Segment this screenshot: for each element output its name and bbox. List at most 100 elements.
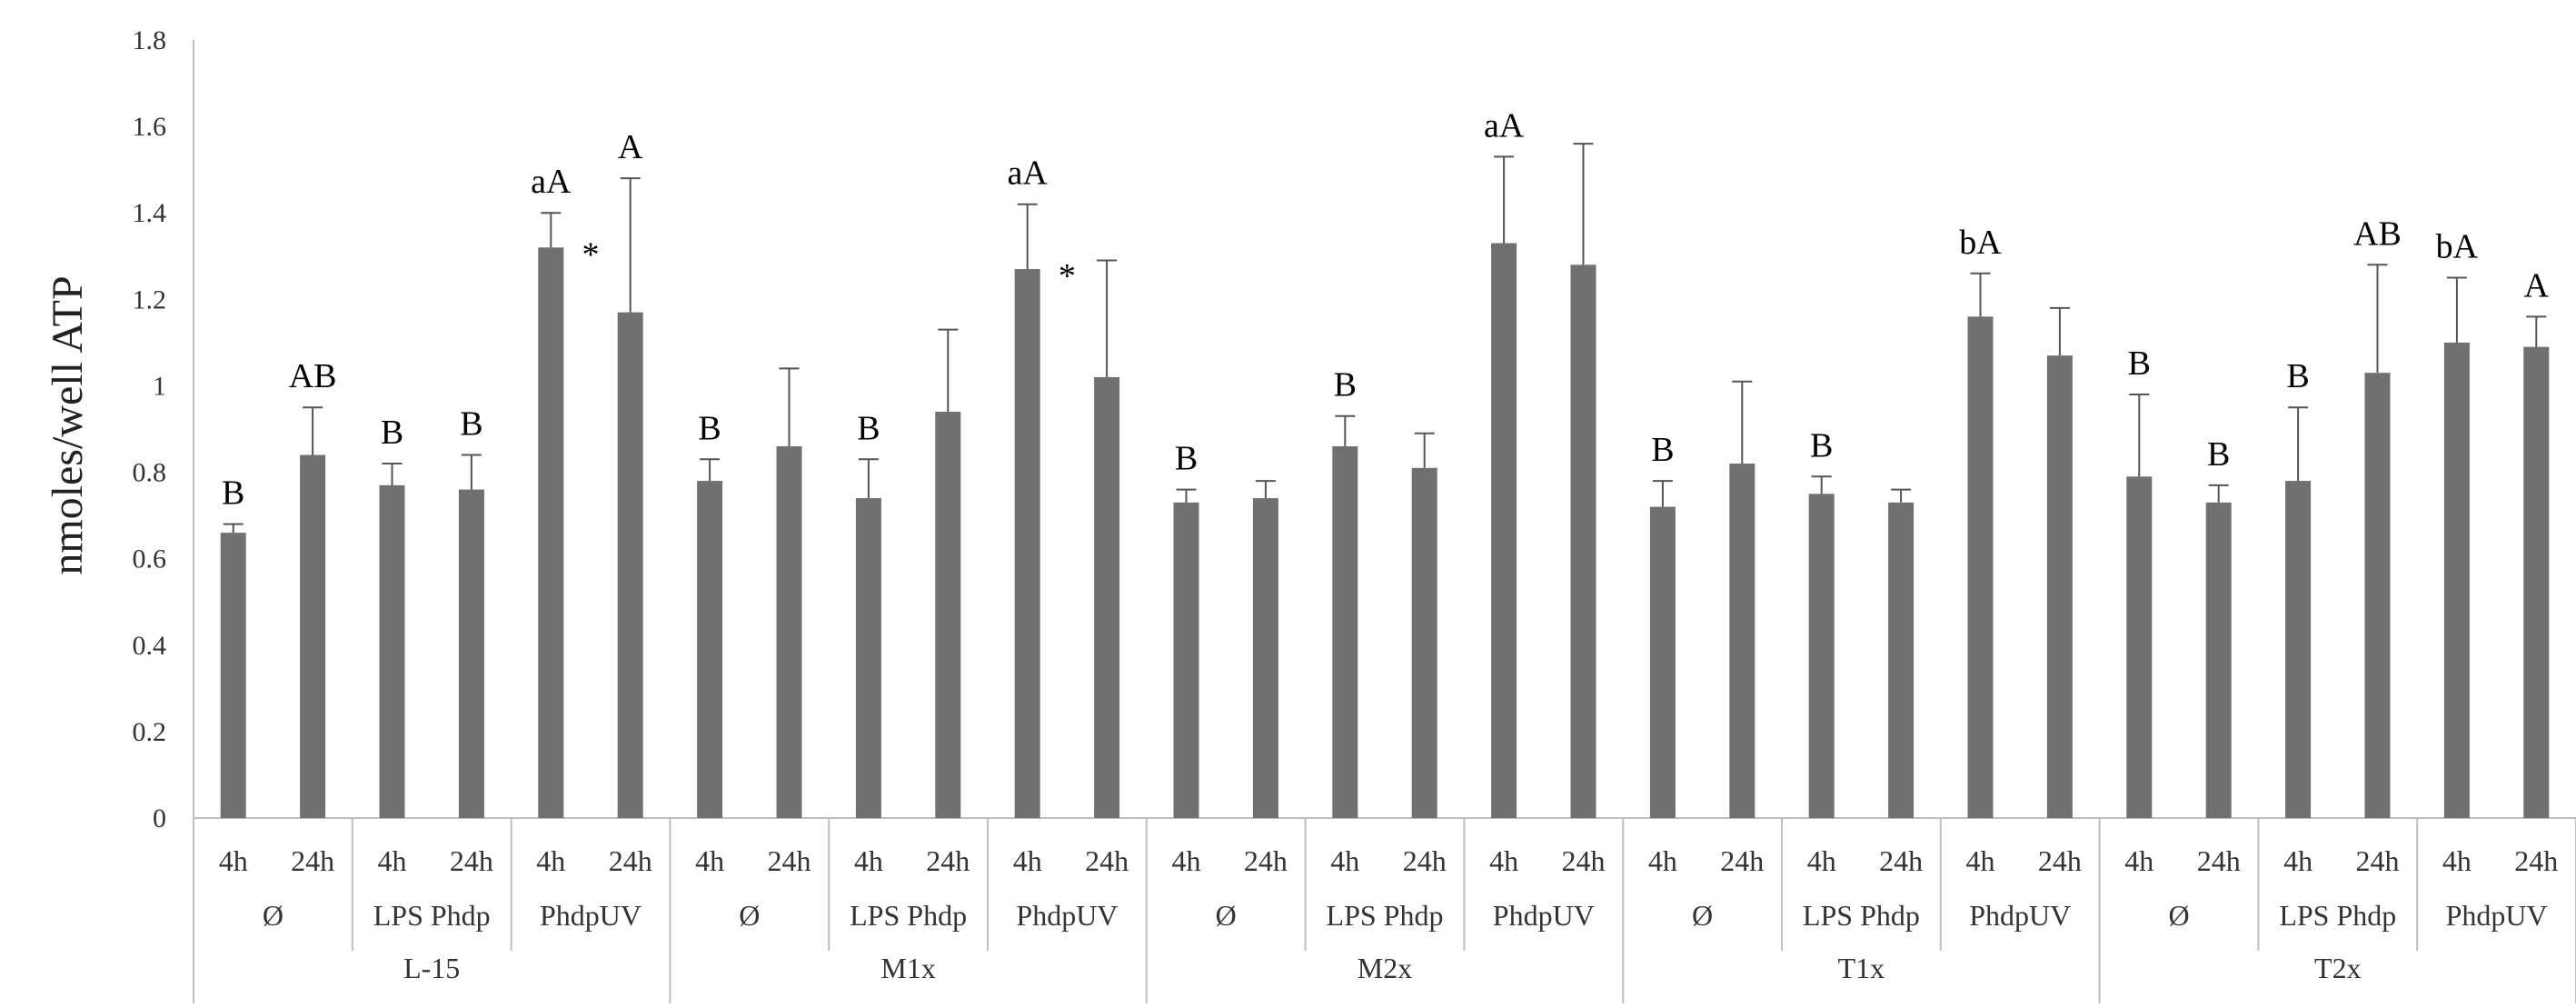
x-tick-time-label: 4h xyxy=(2442,844,2472,877)
bar xyxy=(1173,502,1199,818)
bar xyxy=(2205,502,2232,818)
bar xyxy=(697,481,723,818)
significance-label: B xyxy=(2286,357,2309,395)
bar xyxy=(2523,346,2550,819)
labels-layer: 00.20.40.60.811.21.41.61.8B4hAB24hB4hB24… xyxy=(133,25,2559,984)
bar xyxy=(220,533,246,818)
x-tick-time-label: 24h xyxy=(1085,844,1129,877)
x-tick-treatment-label: LPS Phdp xyxy=(2279,899,2396,932)
bar xyxy=(1332,446,1358,818)
significance-label: aA xyxy=(1484,106,1525,145)
x-tick-treatment-label: PhdpUV xyxy=(2446,899,2548,932)
y-tick-label: 0.6 xyxy=(133,544,167,574)
star-marker: * xyxy=(1059,257,1076,295)
x-tick-time-label: 24h xyxy=(1879,844,1923,877)
bar xyxy=(1649,506,1676,818)
x-tick-time-label: 24h xyxy=(2038,844,2082,877)
significance-label: AB xyxy=(289,357,337,395)
bar xyxy=(379,484,405,818)
x-tick-treatment-label: Ø xyxy=(1216,899,1237,932)
x-tick-treatment-label: PhdpUV xyxy=(540,899,642,932)
axes-layer xyxy=(193,40,2576,1003)
bar xyxy=(1808,494,1835,818)
x-tick-treatment-label: PhdpUV xyxy=(1969,899,2071,932)
x-tick-time-label: 24h xyxy=(768,844,811,877)
bar xyxy=(776,446,802,818)
x-tick-group-label: L-15 xyxy=(403,952,460,984)
y-tick-label: 1.4 xyxy=(133,198,167,228)
y-tick-label: 1.6 xyxy=(133,112,167,142)
significance-label: B xyxy=(2207,435,2230,474)
x-tick-treatment-label: PhdpUV xyxy=(1493,899,1595,932)
x-tick-time-label: 24h xyxy=(1720,844,1764,877)
bar xyxy=(855,498,881,818)
significance-label: B xyxy=(1810,426,1833,464)
x-tick-time-label: 4h xyxy=(1648,844,1677,877)
x-tick-time-label: 24h xyxy=(609,844,652,877)
bar xyxy=(2443,342,2470,818)
significance-label: B xyxy=(460,405,482,444)
x-tick-time-label: 4h xyxy=(378,844,407,877)
x-tick-time-label: 24h xyxy=(926,844,970,877)
bar xyxy=(458,489,484,818)
x-tick-time-label: 4h xyxy=(1489,844,1518,877)
x-tick-time-label: 4h xyxy=(1013,844,1042,877)
x-tick-treatment-label: LPS Phdp xyxy=(373,899,491,932)
x-tick-treatment-label: Ø xyxy=(739,899,760,932)
x-tick-treatment-label: Ø xyxy=(2168,899,2189,932)
significance-label: AB xyxy=(2353,215,2402,253)
x-tick-treatment-label: LPS Phdp xyxy=(1327,899,1444,932)
significance-label: B xyxy=(1651,431,1674,469)
x-tick-treatment-label: PhdpUV xyxy=(1016,899,1118,932)
bar xyxy=(1570,264,1596,818)
bar xyxy=(935,411,961,818)
significance-label: aA xyxy=(531,163,572,201)
x-tick-time-label: 4h xyxy=(219,844,248,877)
y-tick-label: 1 xyxy=(153,371,166,401)
significance-label: B xyxy=(1334,366,1357,404)
x-tick-treatment-label: Ø xyxy=(1692,899,1713,932)
bar xyxy=(2046,355,2073,818)
bar xyxy=(2364,373,2391,818)
x-tick-treatment-label: LPS Phdp xyxy=(1803,899,1920,932)
x-tick-time-label: 4h xyxy=(2283,844,2312,877)
significance-label: B xyxy=(1175,440,1198,478)
x-tick-time-label: 4h xyxy=(1172,844,1201,877)
bar xyxy=(538,247,564,818)
significance-label: B xyxy=(857,409,880,447)
significance-label: bA xyxy=(1959,224,2002,262)
bar xyxy=(2126,476,2153,818)
x-tick-time-label: 24h xyxy=(450,844,493,877)
x-tick-group-label: T2x xyxy=(2314,952,2362,984)
x-tick-time-label: 24h xyxy=(2514,844,2558,877)
y-tick-label: 0.4 xyxy=(133,631,167,661)
y-tick-label: 1.8 xyxy=(133,25,167,55)
x-tick-group-label: M2x xyxy=(1358,952,1412,984)
bar xyxy=(1729,464,1755,818)
x-tick-time-label: 24h xyxy=(1403,844,1447,877)
x-tick-time-label: 4h xyxy=(536,844,565,877)
x-tick-time-label: 24h xyxy=(2197,844,2241,877)
bar xyxy=(2285,481,2312,818)
x-tick-time-label: 4h xyxy=(1807,844,1836,877)
star-marker: * xyxy=(582,235,600,274)
bar xyxy=(300,454,326,818)
significance-label: B xyxy=(381,414,403,452)
significance-label: aA xyxy=(1008,155,1049,193)
y-tick-label: 1.2 xyxy=(133,284,167,314)
x-tick-time-label: 24h xyxy=(1244,844,1288,877)
x-tick-time-label: 4h xyxy=(1330,844,1359,877)
x-tick-time-label: 24h xyxy=(2356,844,2400,877)
significance-label: B xyxy=(2128,344,2151,383)
x-tick-time-label: 24h xyxy=(291,844,334,877)
y-tick-label: 0.2 xyxy=(133,717,167,747)
bar xyxy=(1014,269,1040,818)
x-tick-time-label: 24h xyxy=(1562,844,1606,877)
x-tick-time-label: 4h xyxy=(1966,844,1995,877)
x-tick-group-label: M1x xyxy=(880,952,935,984)
significance-label: A xyxy=(2524,266,2550,304)
significance-label: B xyxy=(222,474,244,513)
bar xyxy=(1888,502,1915,818)
bar xyxy=(1411,467,1437,818)
